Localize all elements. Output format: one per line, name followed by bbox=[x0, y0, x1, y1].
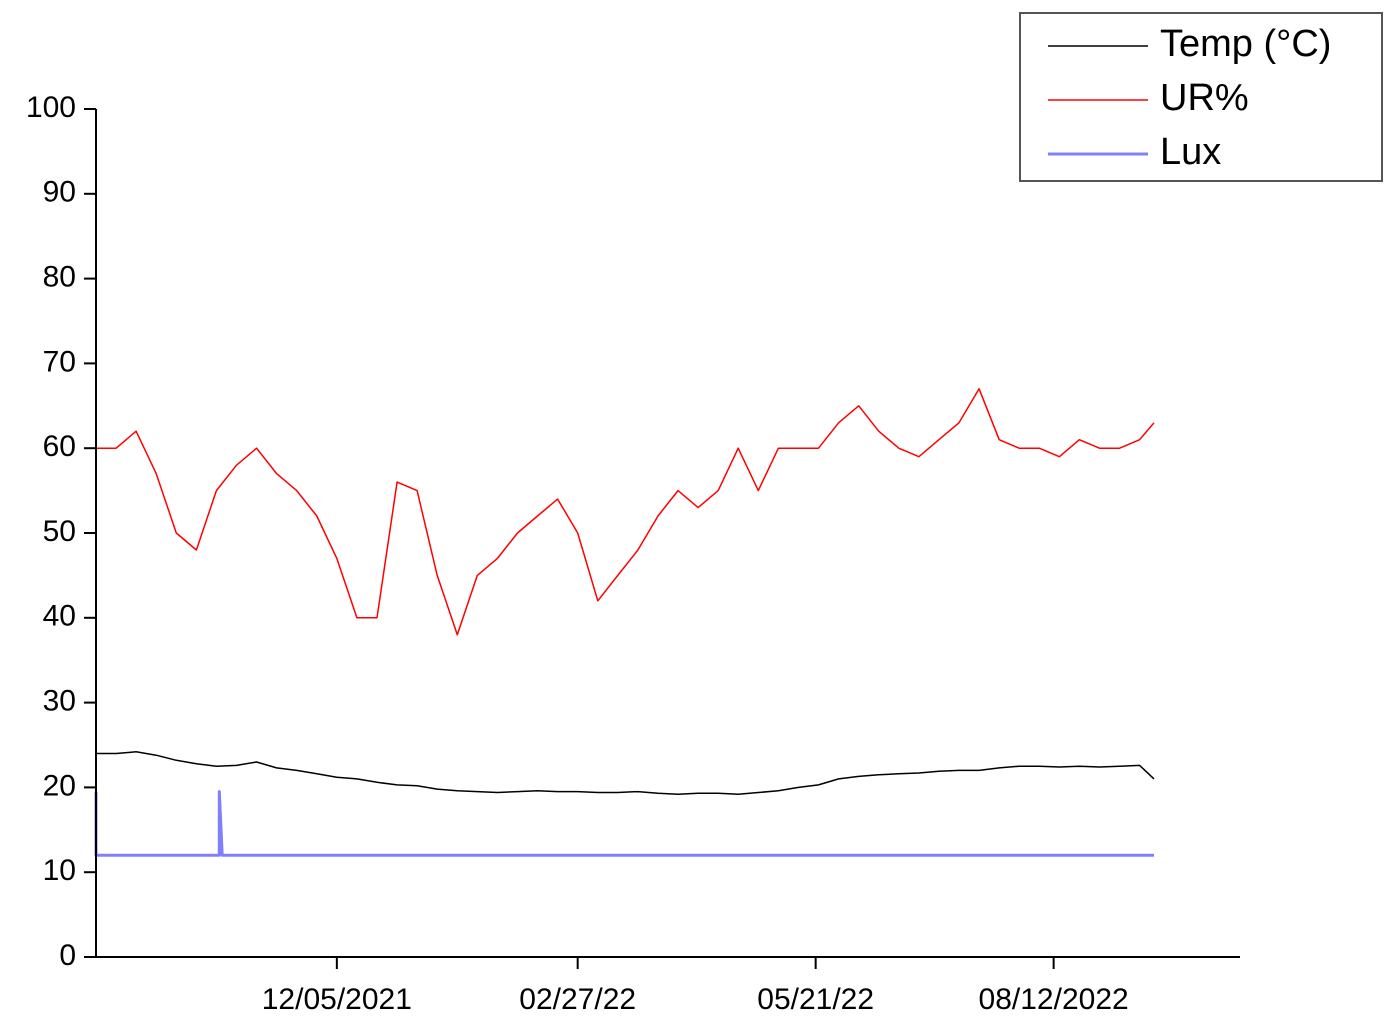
legend-label: Lux bbox=[1160, 131, 1221, 173]
line-series bbox=[96, 751, 1155, 795]
legend-label: UR% bbox=[1160, 77, 1249, 119]
y-tick-label: 70 bbox=[43, 345, 76, 378]
line-series bbox=[96, 388, 1155, 636]
y-tick-label: 10 bbox=[43, 854, 76, 887]
legend-label: Temp (°C) bbox=[1160, 23, 1331, 65]
y-tick-label: 60 bbox=[43, 430, 76, 463]
y-tick-label: 20 bbox=[43, 769, 76, 802]
y-tick-label: 40 bbox=[43, 600, 76, 633]
y-tick-label: 50 bbox=[43, 515, 76, 548]
x-tick-label: 08/12/2022 bbox=[979, 983, 1129, 1016]
y-tick-label: 0 bbox=[59, 939, 76, 972]
x-tick-label: 02/27/22 bbox=[519, 983, 636, 1016]
y-tick-label: 80 bbox=[43, 261, 76, 294]
y-tick-label: 90 bbox=[43, 176, 76, 209]
x-tick-label: 05/21/22 bbox=[757, 983, 874, 1016]
line-series bbox=[94, 790, 1154, 857]
y-tick-label: 100 bbox=[26, 91, 76, 124]
x-tick-label: 12/05/2021 bbox=[262, 983, 412, 1016]
y-tick-label: 30 bbox=[43, 685, 76, 718]
